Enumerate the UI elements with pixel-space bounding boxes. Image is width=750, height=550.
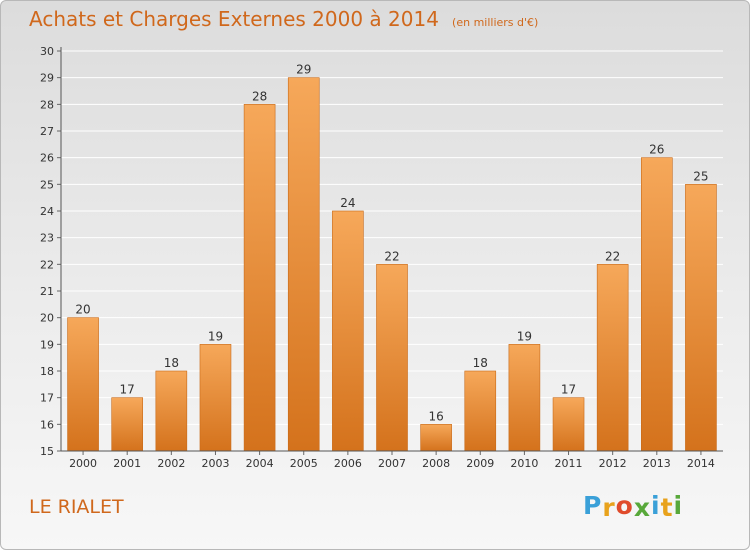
y-tick-label: 19: [40, 338, 54, 351]
location-name: LE RIALET: [29, 496, 124, 518]
bar: [376, 264, 408, 452]
y-tick-label: 21: [40, 285, 54, 298]
proxiti-logo: Proxiti: [583, 491, 684, 522]
x-tick-label: 2005: [290, 457, 318, 470]
x-tick-label: 2009: [466, 457, 494, 470]
x-tick-label: 2000: [69, 457, 97, 470]
chart-title-main: Achats et Charges Externes 2000 à 2014: [29, 7, 439, 31]
x-tick-label: 2004: [246, 457, 274, 470]
logo-letter: P: [583, 491, 603, 520]
logo-letter: x: [633, 493, 651, 522]
bar-value-label: 19: [208, 329, 223, 343]
x-tick-label: 2011: [555, 457, 583, 470]
bar: [332, 210, 364, 452]
axes: [57, 47, 723, 455]
bar: [111, 397, 143, 452]
bar-value-label: 22: [605, 249, 620, 263]
logo-letter: i: [673, 491, 684, 520]
y-tick-label: 28: [40, 98, 54, 111]
bar-value-label: 19: [517, 329, 532, 343]
y-tick-label: 15: [40, 445, 54, 458]
bar-value-label: 25: [693, 169, 708, 183]
bar: [640, 157, 673, 452]
y-tick-label: 30: [40, 45, 54, 58]
bar: [596, 264, 629, 452]
x-tick-label: 2010: [510, 457, 538, 470]
y-tick-label: 26: [40, 152, 54, 165]
x-tick-label: 2006: [334, 457, 362, 470]
x-tick-label: 2014: [687, 457, 715, 470]
bar: [508, 344, 541, 452]
bar-value-label: 16: [428, 409, 443, 423]
x-tick-label: 2008: [422, 457, 450, 470]
y-tick-label: 29: [40, 72, 54, 85]
bar: [155, 370, 188, 452]
logo-letter: r: [602, 493, 616, 522]
bar-value-label: 24: [340, 196, 355, 210]
x-tick-label: 2001: [113, 457, 141, 470]
labels: 15 16 17 18 19 20 21 22 23 24 25 26 27 28 29 30 20 2000 17…: [40, 45, 715, 470]
bar-value-label: 18: [473, 356, 488, 370]
y-tick-label: 20: [40, 312, 54, 325]
y-tick-label: 18: [40, 365, 54, 378]
y-tick-label: 16: [40, 418, 54, 431]
bar-value-label: 26: [649, 143, 664, 157]
bar: [420, 424, 452, 452]
x-tick-label: 2003: [201, 457, 229, 470]
bar-value-label: 29: [296, 63, 311, 77]
chart-unit-note: (en milliers d'€): [452, 16, 539, 29]
bar-value-label: 20: [75, 303, 90, 317]
logo-letter: t: [660, 493, 674, 522]
bar-value-label: 28: [252, 89, 267, 103]
bar-value-label: 17: [561, 383, 576, 397]
bars: [67, 77, 717, 452]
bar-value-label: 17: [120, 383, 135, 397]
y-tick-label: 27: [40, 125, 54, 138]
y-tick-label: 17: [40, 392, 54, 405]
x-tick-label: 2012: [599, 457, 627, 470]
y-tick-label: 23: [40, 232, 54, 245]
bar: [243, 104, 276, 452]
bar-value-label: 22: [384, 249, 399, 263]
x-tick-label: 2002: [157, 457, 185, 470]
y-tick-label: 24: [40, 205, 54, 218]
x-tick-label: 2007: [378, 457, 406, 470]
bar: [67, 317, 99, 452]
bar-value-label: 18: [164, 356, 179, 370]
bar: [464, 370, 497, 452]
y-tick-label: 22: [40, 258, 54, 271]
bar: [199, 344, 232, 452]
x-tick-label: 2013: [643, 457, 671, 470]
chart-title: Achats et Charges Externes 2000 à 2014 (…: [29, 7, 538, 31]
bar: [287, 77, 320, 452]
logo-letter: o: [615, 491, 634, 520]
logo-letter: i: [651, 491, 661, 520]
bar: [685, 184, 717, 452]
y-tick-label: 25: [40, 178, 54, 191]
bar: [552, 397, 585, 452]
